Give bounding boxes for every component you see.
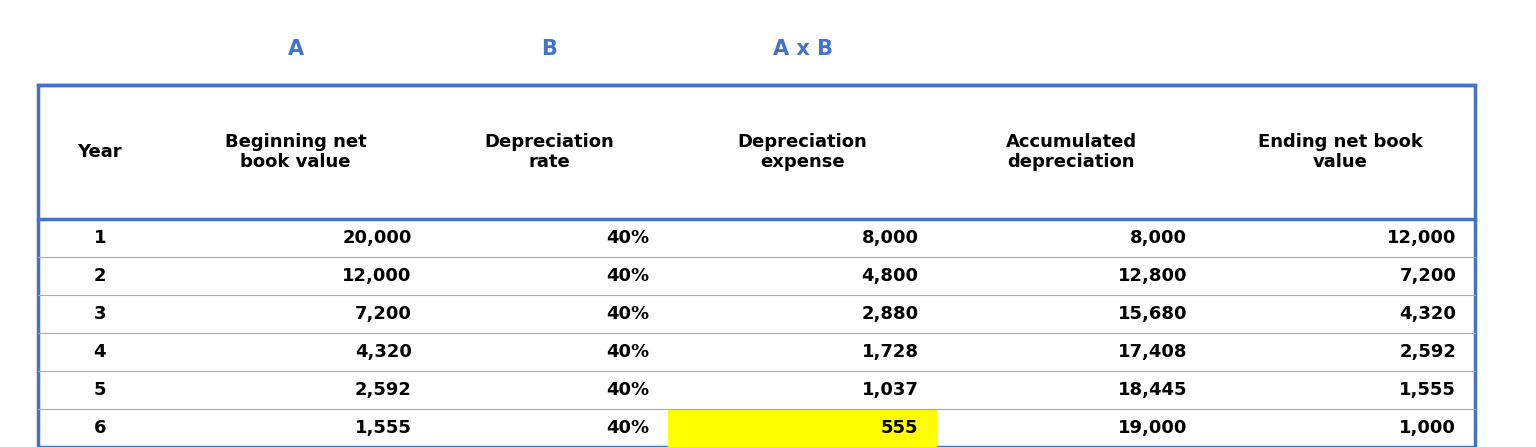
Text: 2,880: 2,880: [862, 305, 919, 323]
Text: 1,555: 1,555: [1399, 381, 1456, 399]
Text: 4,320: 4,320: [1399, 305, 1456, 323]
Text: 555: 555: [882, 419, 919, 437]
Text: Beginning net
book value: Beginning net book value: [224, 133, 367, 171]
Text: 4,800: 4,800: [862, 267, 919, 285]
Text: 8,000: 8,000: [1130, 229, 1187, 247]
Text: 2,592: 2,592: [1399, 343, 1456, 361]
Text: 40%: 40%: [607, 381, 650, 399]
Text: 1,728: 1,728: [862, 343, 919, 361]
Text: 15,680: 15,680: [1118, 305, 1187, 323]
Text: 2,592: 2,592: [355, 381, 412, 399]
Text: 20,000: 20,000: [343, 229, 412, 247]
Text: 6: 6: [94, 419, 106, 437]
Text: 19,000: 19,000: [1118, 419, 1187, 437]
Text: 7,200: 7,200: [1399, 267, 1456, 285]
Text: 18,445: 18,445: [1118, 381, 1187, 399]
Bar: [668, 409, 937, 447]
Text: 3: 3: [94, 305, 106, 323]
Text: 8,000: 8,000: [862, 229, 919, 247]
Text: 2: 2: [94, 267, 106, 285]
Text: Depreciation
expense: Depreciation expense: [737, 133, 868, 171]
Text: 4: 4: [94, 343, 106, 361]
Text: 40%: 40%: [607, 305, 650, 323]
Text: Year: Year: [77, 143, 123, 161]
Text: 7,200: 7,200: [355, 305, 412, 323]
Text: 4,320: 4,320: [355, 343, 412, 361]
Text: Depreciation
rate: Depreciation rate: [484, 133, 614, 171]
Text: A: A: [287, 39, 304, 59]
Text: 5: 5: [94, 381, 106, 399]
Text: 12,000: 12,000: [343, 267, 412, 285]
Text: 12,000: 12,000: [1387, 229, 1456, 247]
Text: 40%: 40%: [607, 419, 650, 437]
Text: 1,555: 1,555: [355, 419, 412, 437]
Text: 40%: 40%: [607, 229, 650, 247]
Text: 12,800: 12,800: [1118, 267, 1187, 285]
Text: A x B: A x B: [773, 39, 833, 59]
Text: B: B: [541, 39, 558, 59]
Text: Accumulated
depreciation: Accumulated depreciation: [1006, 133, 1137, 171]
Text: Ending net book
value: Ending net book value: [1258, 133, 1422, 171]
Text: 1: 1: [94, 229, 106, 247]
Text: 17,408: 17,408: [1118, 343, 1187, 361]
Text: 1,000: 1,000: [1399, 419, 1456, 437]
Text: 1,037: 1,037: [862, 381, 919, 399]
Text: 40%: 40%: [607, 343, 650, 361]
Text: 40%: 40%: [607, 267, 650, 285]
